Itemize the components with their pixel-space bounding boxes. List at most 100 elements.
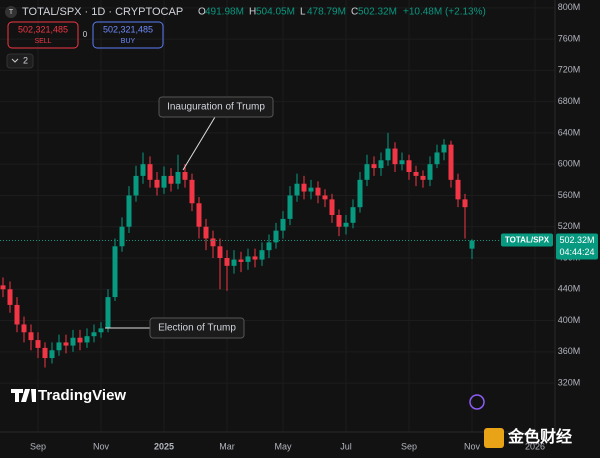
candle-body — [371, 164, 377, 169]
sell-label: SELL — [34, 38, 51, 45]
last-price-label: 502.32M — [559, 235, 594, 245]
ohlc-header: O 491.98M H 504.05M L 478.79M C 502.32M +10.48M … — [198, 7, 486, 18]
candle-body — [273, 230, 279, 243]
candle-body — [126, 195, 132, 227]
y-tick-label: 560M — [558, 190, 581, 200]
symbol-title[interactable]: TOTAL/SPX · 1D · CRYPTOCAP — [22, 6, 183, 18]
ohlc-value: 502.32M — [358, 7, 397, 18]
candle-body — [63, 342, 69, 346]
ohlc-key: L — [300, 7, 306, 18]
candle-body — [91, 332, 97, 337]
tv-logo — [11, 389, 36, 402]
candle-body — [420, 175, 426, 180]
x-tick-label: Sep — [401, 441, 417, 451]
candle-body — [35, 340, 41, 348]
candle-body — [70, 337, 76, 346]
x-tick-label: Mar — [219, 441, 235, 451]
candle-body — [49, 350, 55, 359]
symbol-icon-letter: T — [9, 9, 14, 16]
candle-body — [210, 238, 216, 247]
annotation-box[interactable] — [149, 317, 245, 339]
candle-body — [224, 258, 230, 266]
buy-price: 502,321,485 — [103, 24, 153, 34]
candle-body — [245, 256, 251, 262]
candle-body — [378, 160, 384, 169]
y-tick-label: 800M — [558, 2, 581, 12]
candle-body — [112, 246, 118, 298]
candle-body — [77, 337, 83, 343]
x-tick-label: May — [274, 441, 292, 451]
candle-body — [413, 172, 419, 176]
candle-body — [434, 152, 440, 165]
candle-body — [217, 246, 223, 258]
y-tick-label: 680M — [558, 96, 581, 106]
symbol-icon[interactable] — [5, 6, 17, 18]
candle-body — [455, 179, 461, 200]
candle-body — [21, 324, 27, 333]
candle-body — [315, 187, 321, 196]
candle-body — [203, 226, 209, 239]
y-tick-label: 640M — [558, 127, 581, 137]
y-tick-label: 360M — [558, 346, 581, 356]
candle-body — [0, 285, 6, 290]
candle-body — [196, 203, 202, 227]
candle-body — [7, 289, 13, 305]
candle-body — [231, 259, 237, 266]
overlay: 320M360M400M440M480M520M560M600M640M680M… — [0, 2, 598, 451]
source-logo — [484, 428, 504, 448]
ohlc-key: H — [249, 7, 256, 18]
change: +10.48M (+2.13%) — [403, 7, 486, 18]
candle-body — [294, 183, 300, 196]
annotation: Inauguration of Trump — [167, 102, 265, 113]
ohlc-value: 504.05M — [256, 7, 295, 18]
candle-body — [175, 172, 181, 184]
candle-body — [392, 148, 398, 165]
ohlc-value: 478.79M — [307, 7, 346, 18]
spread: 0 — [83, 30, 88, 39]
x-tick-label: Jul — [340, 441, 352, 451]
indicators-toggle[interactable] — [6, 53, 34, 69]
candle-body — [385, 148, 391, 161]
replay-icon[interactable] — [469, 394, 485, 410]
sell-price: 502,321,485 — [18, 24, 68, 34]
chevron — [11, 58, 19, 63]
x-tick-label: Nov — [464, 441, 481, 451]
candle-body — [336, 215, 342, 227]
candle-body — [448, 144, 454, 180]
candle-body — [161, 175, 167, 188]
candle-body — [287, 195, 293, 219]
candle-body — [168, 175, 174, 184]
candle-body — [154, 179, 160, 188]
candle-body — [350, 207, 356, 223]
buy-button[interactable] — [92, 21, 164, 49]
candle-body — [308, 187, 314, 192]
candle-body — [406, 160, 412, 172]
candle-body — [259, 250, 265, 260]
candle-body — [14, 304, 20, 325]
sell-button[interactable] — [7, 21, 79, 49]
candle-body — [343, 222, 349, 227]
y-tick-label: 600M — [558, 159, 581, 169]
source-watermark: 金色财经 — [507, 427, 572, 446]
candle-body — [140, 164, 146, 176]
symbol-tag: TOTAL/SPX — [505, 236, 550, 245]
annotation: Election of Trump — [158, 323, 236, 334]
annotation-box[interactable] — [158, 96, 274, 118]
candle-body — [427, 164, 433, 180]
candle-body — [147, 164, 153, 180]
candle-body — [252, 256, 258, 260]
x-tick-label: 2026 — [525, 441, 545, 451]
annotation-arrow — [182, 116, 216, 171]
candle-body — [133, 175, 139, 196]
ohlc-key: O — [198, 7, 206, 18]
y-tick-label: 720M — [558, 65, 581, 75]
last-price-box — [556, 233, 598, 260]
countdown: 04:44:24 — [559, 247, 594, 257]
candle-body — [28, 332, 34, 341]
y-tick-label: 760M — [558, 33, 581, 43]
candle-body — [42, 347, 48, 359]
candle-body — [98, 328, 104, 333]
candle-body — [280, 218, 286, 231]
